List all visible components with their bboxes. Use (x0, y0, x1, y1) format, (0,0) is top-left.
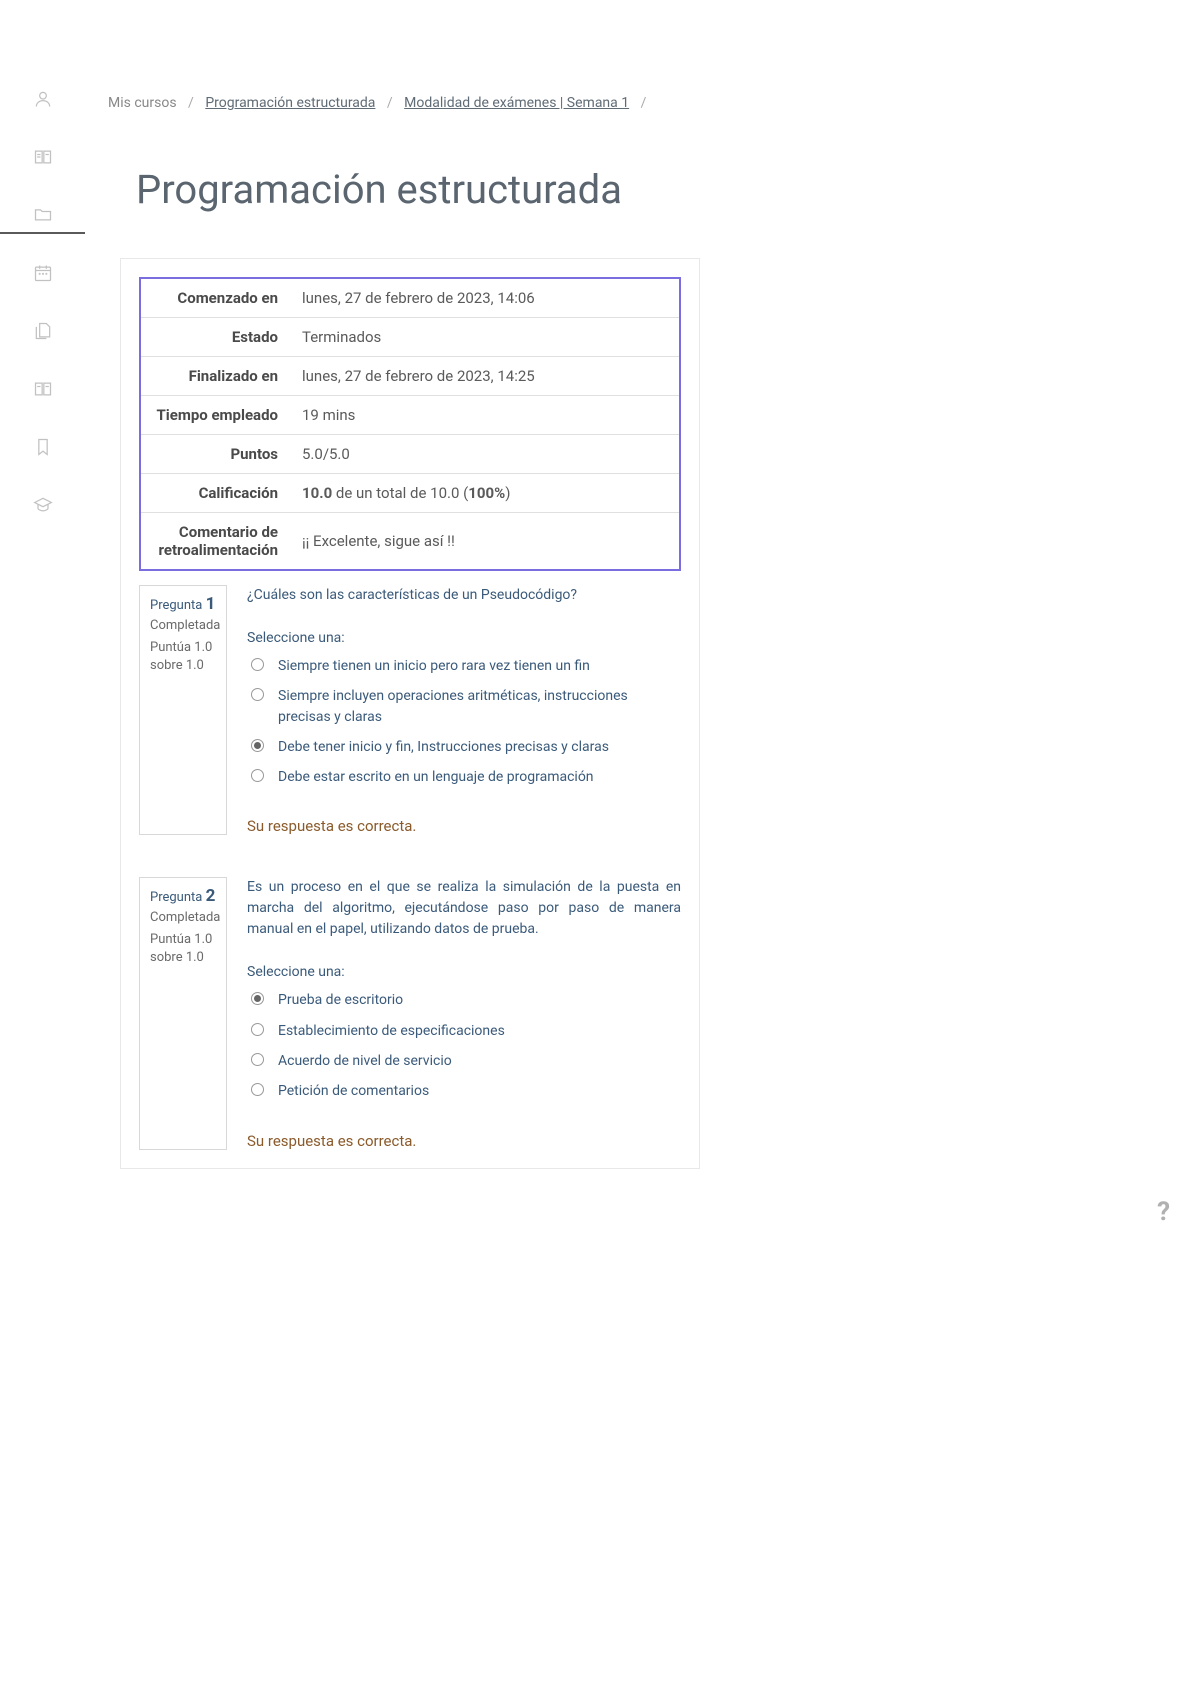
main-content: Mis cursos / Programación estructurada /… (100, 0, 1150, 1169)
breadcrumb-link-2[interactable]: Modalidad de exámenes | Semana 1 (404, 95, 629, 111)
summary-row-grade: Calificación 10.0 de un total de 10.0 (1… (140, 474, 680, 513)
question-score: Puntúa 1.0 sobre 1.0 (150, 639, 216, 674)
calendar-icon (33, 263, 53, 283)
option-text: Acuerdo de nivel de servicio (278, 1051, 452, 1071)
summary-value: 5.0/5.0 (290, 435, 680, 474)
radio-icon[interactable] (251, 739, 264, 752)
sidebar-item-profile[interactable] (0, 80, 85, 118)
question-body: ¿Cuáles son las características de un Ps… (247, 585, 681, 835)
radio-icon[interactable] (251, 1083, 264, 1096)
folder-icon (33, 204, 53, 224)
sidebar-item-folder[interactable] (0, 196, 85, 234)
graduation-icon (33, 495, 53, 515)
radio-icon[interactable] (251, 1053, 264, 1066)
option-row[interactable]: Petición de comentarios (247, 1081, 681, 1101)
content-card: Comenzado en lunes, 27 de febrero de 202… (120, 258, 700, 1169)
question-info: Pregunta 2 Completada Puntúa 1.0 sobre 1.0 (139, 877, 227, 1149)
option-row[interactable]: Prueba de escritorio (247, 990, 681, 1010)
question-number: 2 (206, 886, 216, 906)
user-icon (33, 89, 53, 109)
summary-value: ¡¡ Excelente, sigue así !! (290, 513, 680, 571)
summary-row-time: Tiempo empleado 19 mins (140, 396, 680, 435)
radio-icon[interactable] (251, 1023, 264, 1036)
breadcrumb-sep: / (641, 95, 647, 111)
options-list: Prueba de escritorio Establecimiento de e… (247, 990, 681, 1101)
question-block: Pregunta 1 Completada Puntúa 1.0 sobre 1.0… (139, 585, 681, 835)
summary-label: Estado (140, 318, 290, 357)
option-text: Establecimiento de especificaciones (278, 1021, 505, 1041)
question-info: Pregunta 1 Completada Puntúa 1.0 sobre 1.0 (139, 585, 227, 835)
breadcrumb-root: Mis cursos (108, 95, 177, 111)
option-text: Debe tener inicio y fin, Instrucciones p… (278, 737, 609, 757)
question-number: 1 (206, 594, 216, 614)
option-row[interactable]: Siempre incluyen operaciones aritméticas… (247, 686, 681, 727)
answer-feedback: Su respuesta es correcta. (247, 817, 681, 835)
option-row[interactable]: Establecimiento de especificaciones (247, 1021, 681, 1041)
files-icon (33, 321, 53, 341)
option-text: Petición de comentarios (278, 1081, 429, 1101)
radio-icon[interactable] (251, 658, 264, 671)
option-text: Siempre tienen un inicio pero rara vez t… (278, 656, 590, 676)
radio-icon[interactable] (251, 688, 264, 701)
summary-value: lunes, 27 de febrero de 2023, 14:25 (290, 357, 680, 396)
question-body: Es un proceso en el que se realiza la si… (247, 877, 681, 1149)
summary-row-started: Comenzado en lunes, 27 de febrero de 202… (140, 278, 680, 318)
option-text: Siempre incluyen operaciones aritméticas… (278, 686, 681, 727)
summary-table: Comenzado en lunes, 27 de febrero de 202… (139, 277, 681, 571)
question-text: Es un proceso en el que se realiza la si… (247, 877, 681, 940)
sidebar (0, 80, 85, 524)
sidebar-item-grad[interactable] (0, 486, 85, 524)
select-label: Seleccione una: (247, 964, 681, 980)
sidebar-item-courses[interactable] (0, 138, 85, 176)
breadcrumb-sep: / (188, 95, 194, 111)
question-text: ¿Cuáles son las características de un Ps… (247, 585, 681, 606)
summary-label: Finalizado en (140, 357, 290, 396)
answer-feedback: Su respuesta es correcta. (247, 1132, 681, 1150)
sidebar-item-calendar[interactable] (0, 254, 85, 292)
sidebar-item-files[interactable] (0, 312, 85, 350)
summary-label: Calificación (140, 474, 290, 513)
open-book-icon (33, 379, 53, 399)
summary-label: Comenzado en (140, 278, 290, 318)
question-label: Pregunta (150, 890, 206, 905)
option-row[interactable]: Acuerdo de nivel de servicio (247, 1051, 681, 1071)
question-block: Pregunta 2 Completada Puntúa 1.0 sobre 1.0… (139, 877, 681, 1149)
summary-row-points: Puntos 5.0/5.0 (140, 435, 680, 474)
summary-value: Terminados (290, 318, 680, 357)
summary-value: lunes, 27 de febrero de 2023, 14:06 (290, 278, 680, 318)
summary-value-grade: 10.0 de un total de 10.0 (100%) (290, 474, 680, 513)
bookmark-icon (33, 437, 53, 457)
sidebar-item-book2[interactable] (0, 370, 85, 408)
summary-row-finished: Finalizado en lunes, 27 de febrero de 20… (140, 357, 680, 396)
options-list: Siempre tienen un inicio pero rara vez t… (247, 656, 681, 787)
summary-value: 19 mins (290, 396, 680, 435)
summary-row-state: Estado Terminados (140, 318, 680, 357)
questions-container: Pregunta 1 Completada Puntúa 1.0 sobre 1.0… (139, 585, 681, 1150)
help-icon[interactable]: ? (1157, 1197, 1170, 1227)
summary-label: Comentario de retroalimentación (140, 513, 290, 571)
breadcrumb: Mis cursos / Programación estructurada /… (100, 0, 1150, 111)
option-row[interactable]: Debe estar escrito en un lenguaje de pro… (247, 767, 681, 787)
select-label: Seleccione una: (247, 630, 681, 646)
breadcrumb-link-1[interactable]: Programación estructurada (205, 95, 375, 111)
breadcrumb-sep: / (387, 95, 393, 111)
summary-label: Puntos (140, 435, 290, 474)
option-row[interactable]: Siempre tienen un inicio pero rara vez t… (247, 656, 681, 676)
book-icon (33, 147, 53, 167)
question-label: Pregunta (150, 598, 206, 613)
option-row[interactable]: Debe tener inicio y fin, Instrucciones p… (247, 737, 681, 757)
sidebar-item-bookmark[interactable] (0, 428, 85, 466)
summary-label: Tiempo empleado (140, 396, 290, 435)
summary-row-feedback: Comentario de retroalimentación ¡¡ Excel… (140, 513, 680, 571)
option-text: Prueba de escritorio (278, 990, 403, 1010)
question-state: Completada (150, 910, 216, 925)
radio-icon[interactable] (251, 769, 264, 782)
page-title: Programación estructurada (136, 166, 1150, 213)
option-text: Debe estar escrito en un lenguaje de pro… (278, 767, 594, 787)
question-state: Completada (150, 618, 216, 633)
radio-icon[interactable] (251, 992, 264, 1005)
question-score: Puntúa 1.0 sobre 1.0 (150, 931, 216, 966)
